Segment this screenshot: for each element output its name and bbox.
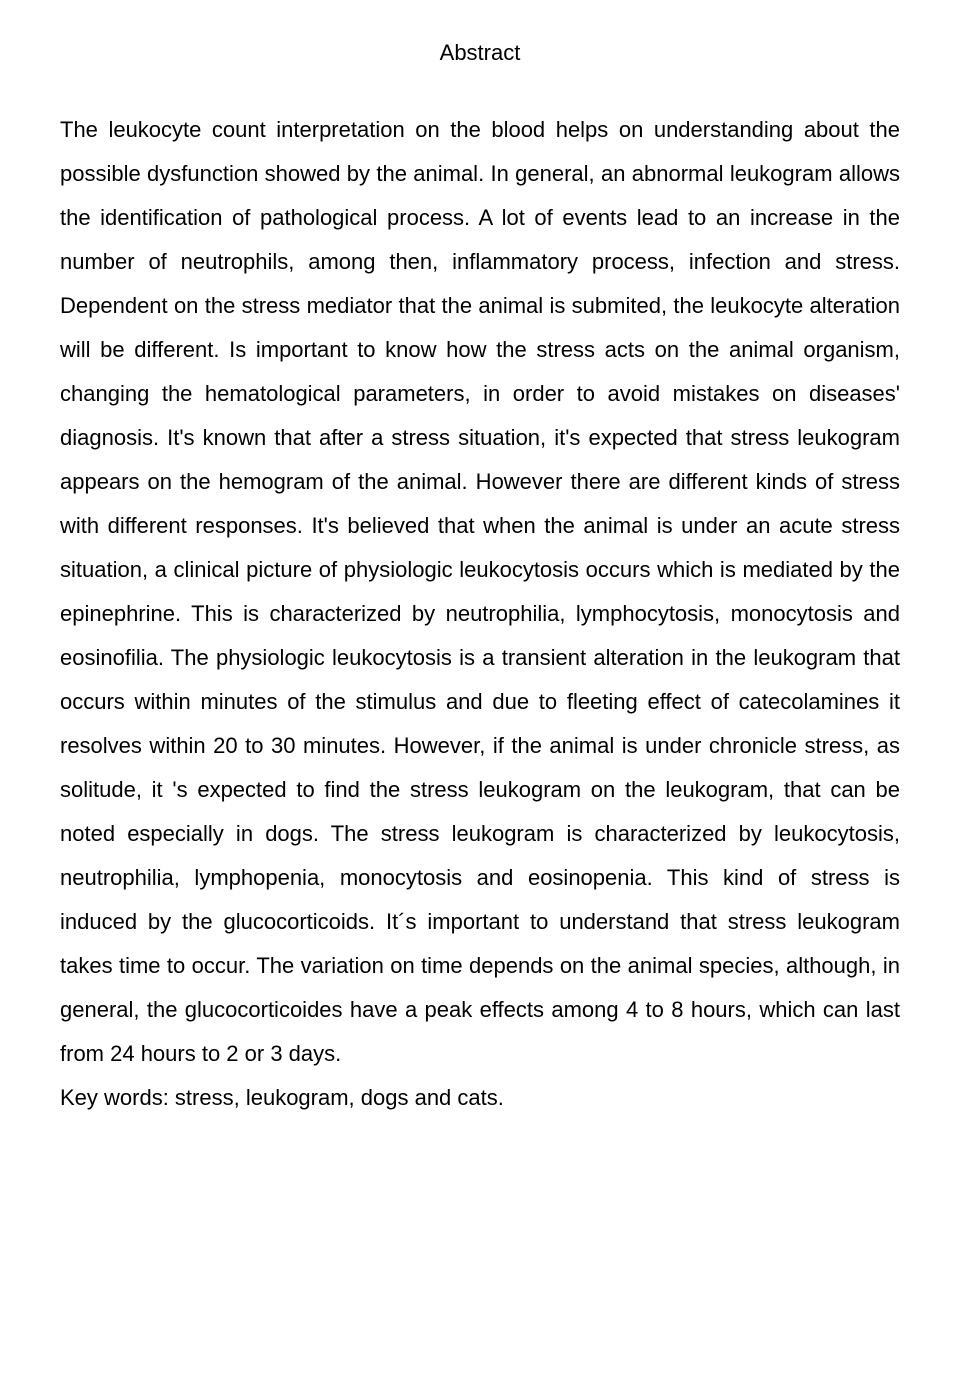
- abstract-title: Abstract: [60, 40, 900, 66]
- keywords-line: Key words: stress, leukogram, dogs and c…: [60, 1076, 900, 1120]
- document-page: Abstract The leukocyte count interpretat…: [0, 0, 960, 1382]
- abstract-body: The leukocyte count interpretation on th…: [60, 108, 900, 1076]
